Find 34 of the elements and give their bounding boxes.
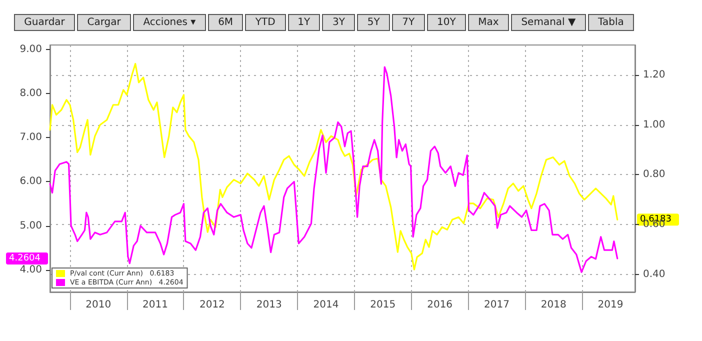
- y2-tick-label: 0.40: [643, 269, 666, 280]
- text: YTD: [245, 14, 286, 31]
- x-tick-label: 2010: [86, 300, 112, 310]
- y2-tick-label: 1.00: [643, 119, 666, 130]
- y2-tick-label: 1.20: [643, 69, 666, 80]
- text: Cargar: [77, 14, 132, 31]
- text: 10Y: [426, 14, 466, 31]
- x-tick-label: 2016: [427, 300, 453, 310]
- text: Guardar: [14, 14, 76, 31]
- y-tick-label: 9.00: [20, 44, 42, 55]
- text: Acciones ▾: [133, 14, 206, 31]
- x-tick-label: 2013: [256, 300, 282, 310]
- text: Max: [468, 14, 510, 31]
- text: 4.2604: [9, 253, 41, 264]
- text: 5Y: [357, 14, 390, 31]
- x-tick-label: 2019: [598, 300, 624, 310]
- y-tick-label: 8.00: [20, 88, 42, 100]
- x-tick-label: 2014: [313, 300, 339, 310]
- text: 7Y: [392, 14, 425, 31]
- x-tick-label: 2015: [370, 300, 396, 310]
- text: 6M: [208, 14, 244, 31]
- y-tick-label: 7.00: [20, 132, 42, 144]
- x-tick-label: 2018: [540, 300, 566, 310]
- x-tick-label: 2012: [199, 300, 225, 310]
- y-tick-label: 4.00: [20, 264, 42, 276]
- y-tick-label: 6.00: [20, 176, 42, 188]
- x-tick-label: 2011: [142, 300, 168, 310]
- text: 3Y: [322, 14, 356, 31]
- x-tick-label: 2017: [484, 300, 510, 310]
- text: Semanal ▼: [511, 14, 586, 31]
- text: Tabla: [588, 14, 634, 31]
- y-tick-label: 5.00: [20, 220, 42, 232]
- text: 1Y: [288, 14, 320, 31]
- y2-tick-label: 0.80: [643, 169, 666, 180]
